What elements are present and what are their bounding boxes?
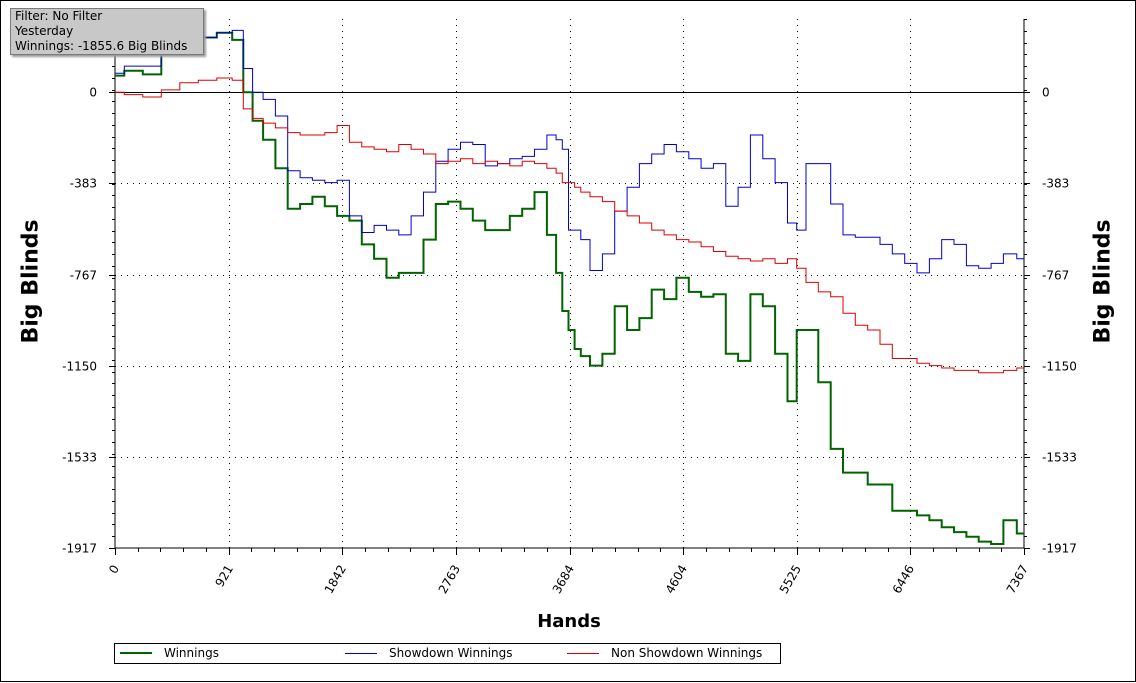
x-tick-label: 7367	[1004, 563, 1031, 596]
x-tick-label: 921	[213, 563, 237, 590]
y-tick-label-right: 0	[1042, 86, 1050, 100]
x-tick-label: 6446	[890, 563, 917, 596]
x-tick-label: 5525	[777, 563, 804, 596]
y-axis-title-left: Big Blinds	[18, 219, 44, 344]
legend-swatch-winnings	[120, 652, 152, 654]
y-tick-label-left: 0	[89, 86, 97, 100]
x-tick-label: 0	[106, 563, 122, 577]
x-tick-label: 3684	[550, 563, 577, 596]
legend-label-winnings: Winnings	[164, 646, 219, 660]
y-tick-label-left: -383	[70, 177, 97, 191]
legend-swatch-showdown	[345, 653, 377, 654]
y-tick-label-left: -1917	[62, 542, 97, 556]
filter-info-box: Filter: No Filter Yesterday Winnings: -1…	[10, 8, 204, 55]
filter-label: Filter: No Filter	[15, 9, 103, 23]
winnings-summary: Winnings: -1855.6 Big Blinds	[15, 39, 188, 53]
winnings-line	[115, 31, 1024, 545]
y-tick-label-right: -1533	[1042, 451, 1077, 465]
y-tick-label-right: -1150	[1042, 360, 1077, 374]
x-tick-label: 1842	[322, 563, 349, 596]
y-tick-label-right: -383	[1042, 177, 1069, 191]
date-range-label: Yesterday	[15, 24, 74, 38]
x-tick-label: 4604	[663, 563, 690, 596]
non-showdown-winnings-line	[115, 77, 1024, 374]
x-tick-label: 2763	[436, 563, 463, 596]
y-tick-label-left: -767	[70, 269, 97, 283]
legend-label-non-showdown: Non Showdown Winnings	[611, 646, 763, 660]
y-axis-title-right: Big Blinds	[1090, 219, 1116, 344]
y-tick-label-left: -1150	[62, 360, 97, 374]
y-tick-label-right: -767	[1042, 269, 1069, 283]
x-axis-title: Hands	[537, 611, 601, 632]
y-tick-label-left: -1533	[62, 451, 97, 465]
y-tick-label-right: -1917	[1042, 542, 1077, 556]
legend-label-showdown: Showdown Winnings	[389, 646, 513, 660]
showdown-winnings-line	[115, 29, 1024, 274]
chart-legend: Winnings Showdown Winnings Non Showdown …	[114, 643, 781, 664]
legend-swatch-non-showdown	[567, 653, 599, 654]
